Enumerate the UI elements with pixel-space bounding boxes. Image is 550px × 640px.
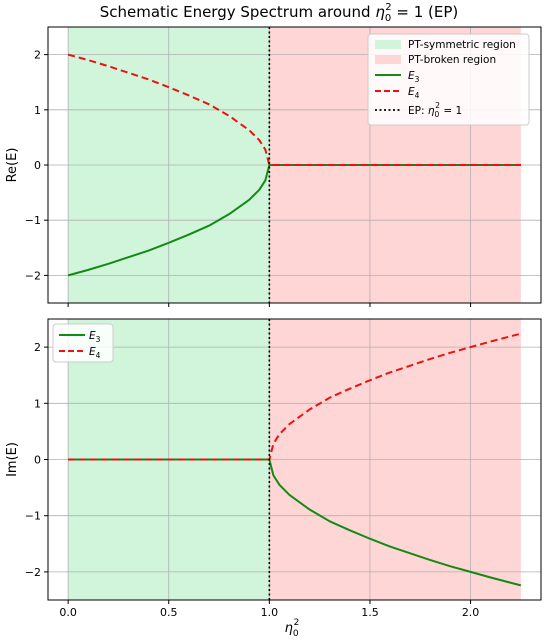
legend-ep-prefix: EP:	[408, 105, 428, 117]
x-tick-label: 0.5	[160, 606, 178, 619]
chart-title: Schematic Energy Spectrum around η02 = 1…	[100, 2, 459, 24]
title-math-sub: 0	[385, 13, 391, 24]
series-group	[68, 332, 522, 587]
x-tick-label: 2.0	[462, 606, 480, 619]
legend-ep-suffix: = 1	[440, 105, 462, 117]
series-line-e3	[68, 458, 522, 587]
legend-e3-sub: 3	[96, 335, 101, 344]
legend-e3-sub: 3	[415, 75, 420, 84]
y-tick-label: −1	[25, 510, 41, 523]
x-axis-label: η02	[285, 618, 300, 639]
legend-label-symmetric: PT-symmetric region	[408, 39, 516, 51]
y-tick-label: 2	[34, 341, 41, 354]
legend-ep-base: η	[428, 105, 435, 117]
legend-label-e4: E4	[408, 86, 420, 100]
y-tick-label: 1	[34, 104, 41, 117]
series-line-e4	[67, 53, 521, 166]
x-label-sup: 2	[294, 618, 300, 628]
legend-swatch-broken	[375, 55, 401, 64]
title-math-sup: 2	[385, 2, 391, 13]
y-tick-label: 0	[34, 159, 41, 172]
title-prefix: Schematic Energy Spectrum around	[100, 3, 376, 21]
y-tick-label: −1	[25, 214, 41, 227]
y-tick-label: 0	[34, 454, 41, 467]
series-line-e4	[68, 332, 522, 461]
legend-label-e3: E3	[89, 330, 101, 344]
legend-e3-base: E	[89, 330, 96, 342]
x-label-base: η	[285, 621, 293, 636]
y-tick-label: 1	[34, 397, 41, 410]
legend-swatch-symmetric	[375, 40, 401, 49]
y-axis-label: Im(E)	[5, 442, 20, 477]
x-tick-label: 1.5	[361, 606, 379, 619]
legend-label-e3: E3	[408, 70, 420, 84]
legend-e4-sub: 4	[96, 351, 101, 360]
legend-e4-base: E	[408, 86, 415, 98]
panel-real-part: −2 −1 0 1 2 Re(E) PT-symmetric region PT-broken…	[5, 26, 542, 307]
legend-label-broken: PT-broken region	[408, 54, 496, 66]
title-math-base: η	[375, 3, 385, 21]
x-tick-label: 1.0	[261, 606, 279, 619]
x-tick-label: 0.0	[59, 606, 77, 619]
legend-ep-sub: 0	[435, 110, 440, 119]
legend-ep-sup: 2	[435, 101, 440, 110]
y-tick-label: −2	[25, 269, 41, 282]
series-group	[67, 53, 521, 277]
x-label-sub: 0	[293, 629, 299, 639]
title-suffix: = 1 (EP)	[392, 3, 459, 21]
legend-box	[52, 323, 114, 363]
legend-e3-base: E	[408, 70, 415, 82]
legend-box	[367, 33, 530, 126]
legend-e4-base: E	[89, 346, 96, 358]
legend-label-e4: E4	[89, 346, 101, 360]
legend-e4-sub: 4	[415, 91, 420, 100]
y-tick-label: −2	[25, 566, 41, 579]
y-axis-label: Re(E)	[5, 148, 20, 183]
y-tick-label: 2	[34, 49, 41, 62]
legend-label-ep: EP: η02 = 1	[408, 101, 462, 119]
